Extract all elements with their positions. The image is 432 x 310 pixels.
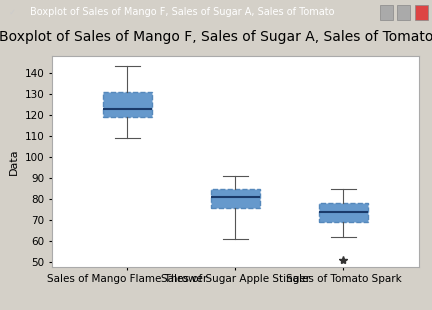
Text: Boxplot of Sales of Mango F, Sales of Sugar A, Sales of Tomato: Boxplot of Sales of Mango F, Sales of Su… <box>30 7 335 17</box>
FancyBboxPatch shape <box>397 5 410 20</box>
PathPatch shape <box>211 188 260 208</box>
Text: Boxplot of Sales of Mango F, Sales of Sugar A, Sales of Tomato: Boxplot of Sales of Mango F, Sales of Su… <box>0 30 432 44</box>
FancyBboxPatch shape <box>415 5 428 20</box>
Y-axis label: Data: Data <box>9 148 19 175</box>
Text: ✓: ✓ <box>9 8 16 17</box>
FancyBboxPatch shape <box>380 5 393 20</box>
PathPatch shape <box>103 92 152 117</box>
PathPatch shape <box>319 203 368 222</box>
